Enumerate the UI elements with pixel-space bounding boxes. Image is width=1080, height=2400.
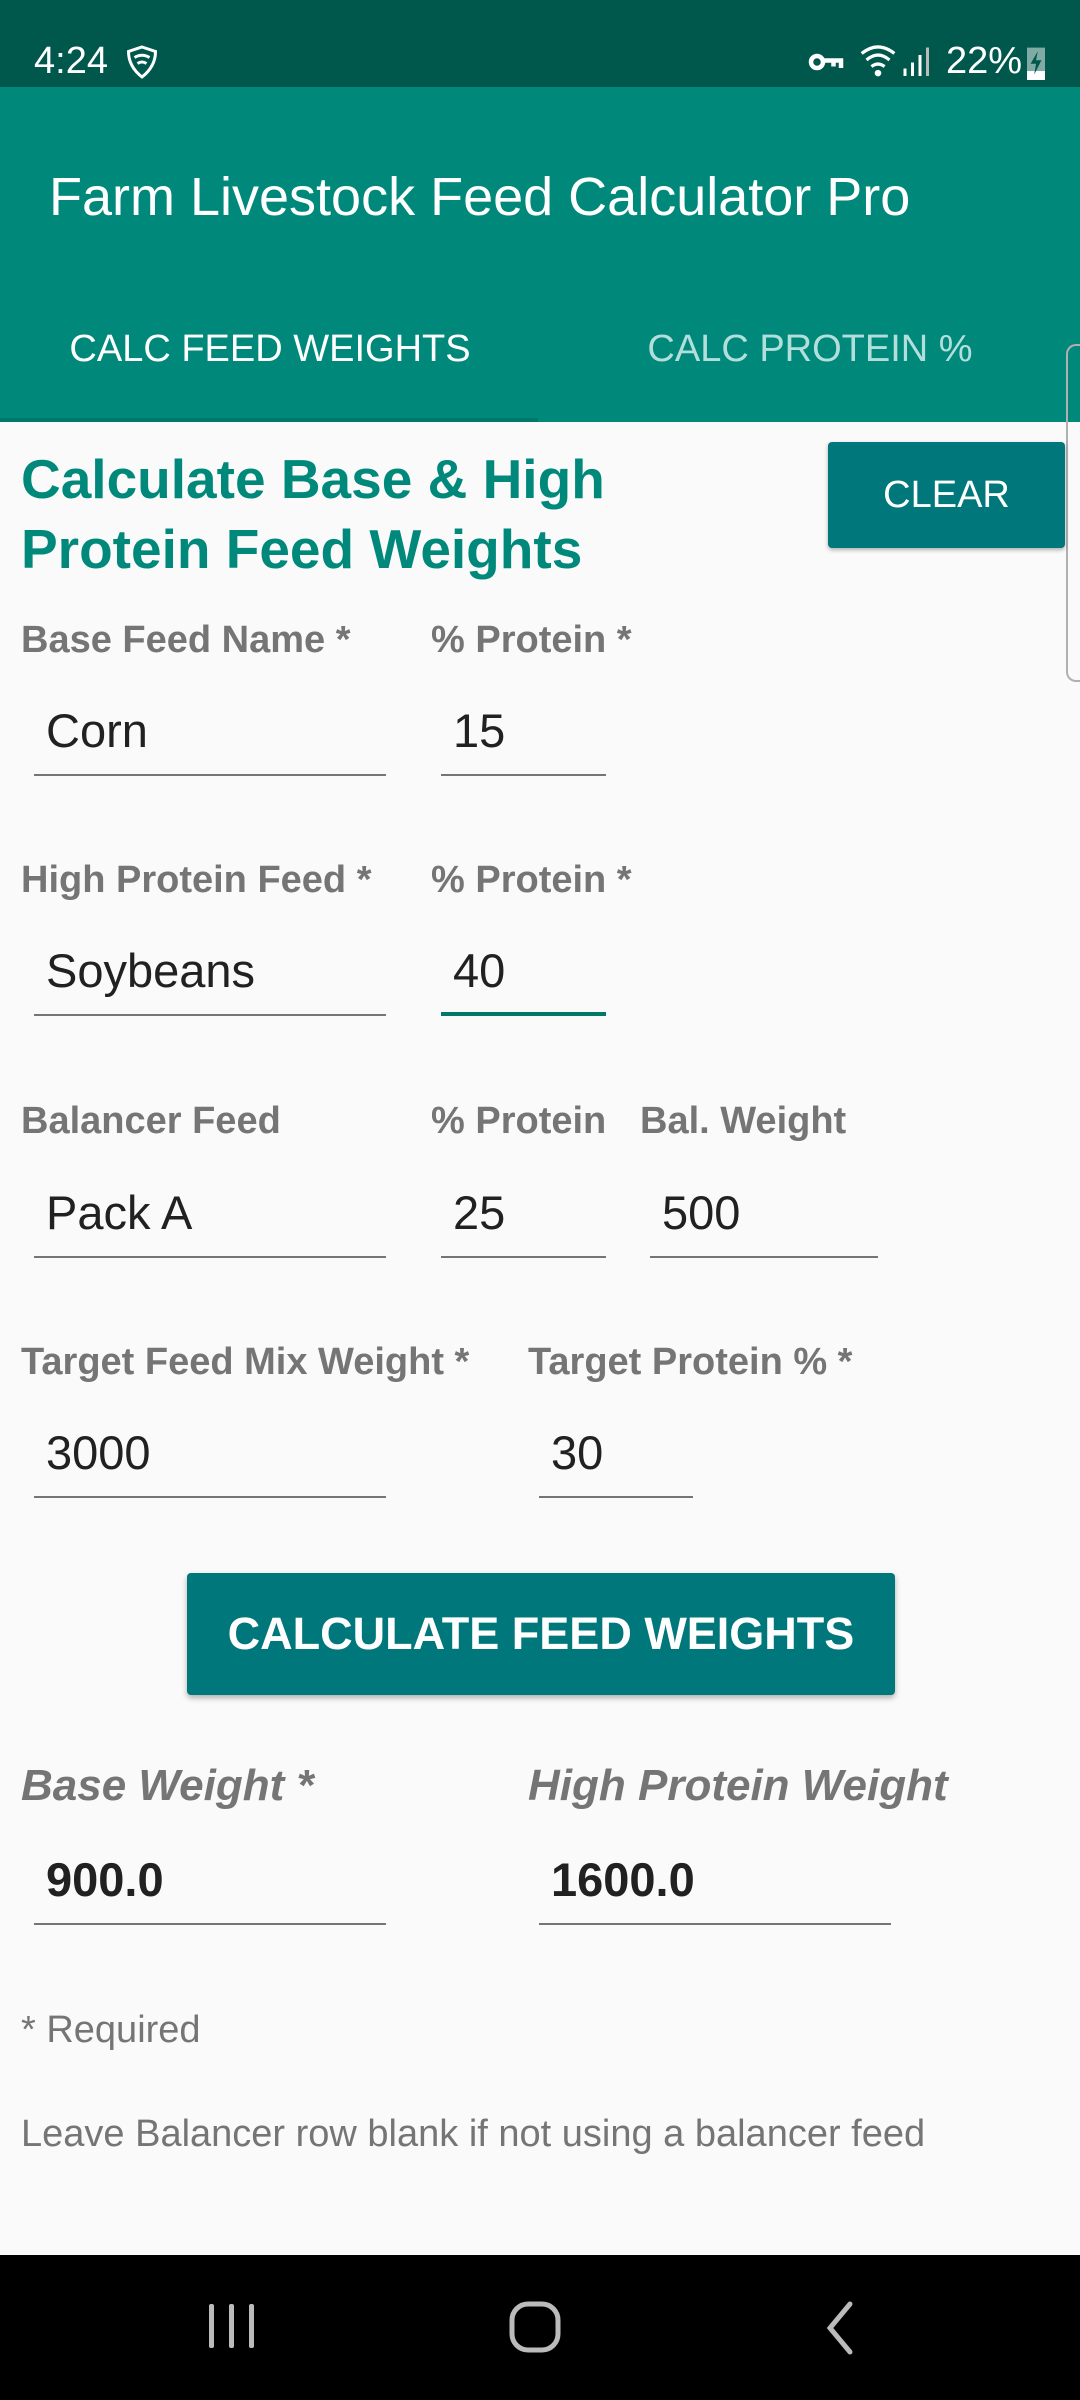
high-feed-name-input[interactable]: Soybeans [34,946,386,1016]
balancer-feed-name-input[interactable]: Pack A [34,1188,386,1258]
target-protein-input[interactable]: 30 [539,1428,693,1498]
key-icon [808,53,844,71]
high-protein-input[interactable]: 40 [441,946,606,1016]
tab-indicator [0,418,538,422]
recent-apps-icon[interactable] [206,2300,258,2352]
base-protein-value: 15 [453,704,506,757]
wifi-icon [860,45,896,77]
back-icon[interactable] [822,2300,858,2356]
base-weight-value: 900.0 [46,1853,164,1906]
status-bar: 4:24 22% [0,0,1080,87]
target-protein-label: Target Protein % * [528,1341,853,1383]
high-feed-name-value: Soybeans [46,944,256,997]
required-note: * Required [21,2009,201,2051]
tab-calc-feed-weights[interactable]: CALC FEED WEIGHTS [69,328,471,370]
battery-percent: 22% [946,40,1023,82]
clear-button[interactable]: CLEAR [828,442,1065,548]
balancer-weight-value: 500 [662,1186,741,1239]
balancer-feed-name-value: Pack A [46,1186,193,1239]
high-protein-value: 40 [453,944,506,997]
app-title: Farm Livestock Feed Calculator Pro [49,167,911,227]
balancer-protein-label: % Protein [431,1100,607,1142]
battery-charging-icon [1027,47,1045,80]
base-protein-label: % Protein * [431,619,632,661]
page-heading: Calculate Base & High Protein Feed Weigh… [21,444,605,584]
heading-line-2: Protein Feed Weights [21,518,583,580]
status-time: 4:24 [34,40,108,82]
app-bar: Farm Livestock Feed Calculator Pro CALC … [0,87,1080,422]
scrollbar[interactable] [1066,344,1080,682]
base-feed-name-input[interactable]: Corn [34,706,386,776]
base-weight-label: Base Weight * [21,1761,314,1810]
high-protein-label: % Protein * [431,859,632,901]
base-protein-input[interactable]: 15 [441,706,606,776]
heading-line-1: Calculate Base & High [21,448,605,510]
high-weight-label: High Protein Weight [528,1761,948,1810]
base-feed-name-label: Base Feed Name * [21,619,351,661]
navigation-bar [0,2255,1080,2400]
balancer-weight-label: Bal. Weight [640,1100,847,1142]
balancer-protein-input[interactable]: 25 [441,1188,606,1258]
target-weight-input[interactable]: 3000 [34,1428,386,1498]
calculate-feed-weights-button[interactable]: CALCULATE FEED WEIGHTS [187,1573,895,1695]
shield-wifi-icon [126,45,158,79]
balancer-note: Leave Balancer row blank if not using a … [21,2113,926,2155]
high-feed-label: High Protein Feed * [21,859,372,901]
base-weight-output[interactable]: 900.0 [34,1855,386,1925]
balancer-protein-value: 25 [453,1186,506,1239]
home-icon[interactable] [508,2300,564,2356]
high-weight-output[interactable]: 1600.0 [539,1855,891,1925]
high-weight-value: 1600.0 [551,1853,695,1906]
target-weight-value: 3000 [46,1426,151,1479]
target-protein-value: 30 [551,1426,604,1479]
base-feed-name-value: Corn [46,704,148,757]
target-weight-label: Target Feed Mix Weight * [21,1341,470,1383]
signal-icon [903,47,929,76]
balancer-weight-input[interactable]: 500 [650,1188,878,1258]
balancer-feed-label: Balancer Feed [21,1100,281,1142]
tab-calc-protein[interactable]: CALC PROTEIN % [647,328,973,370]
